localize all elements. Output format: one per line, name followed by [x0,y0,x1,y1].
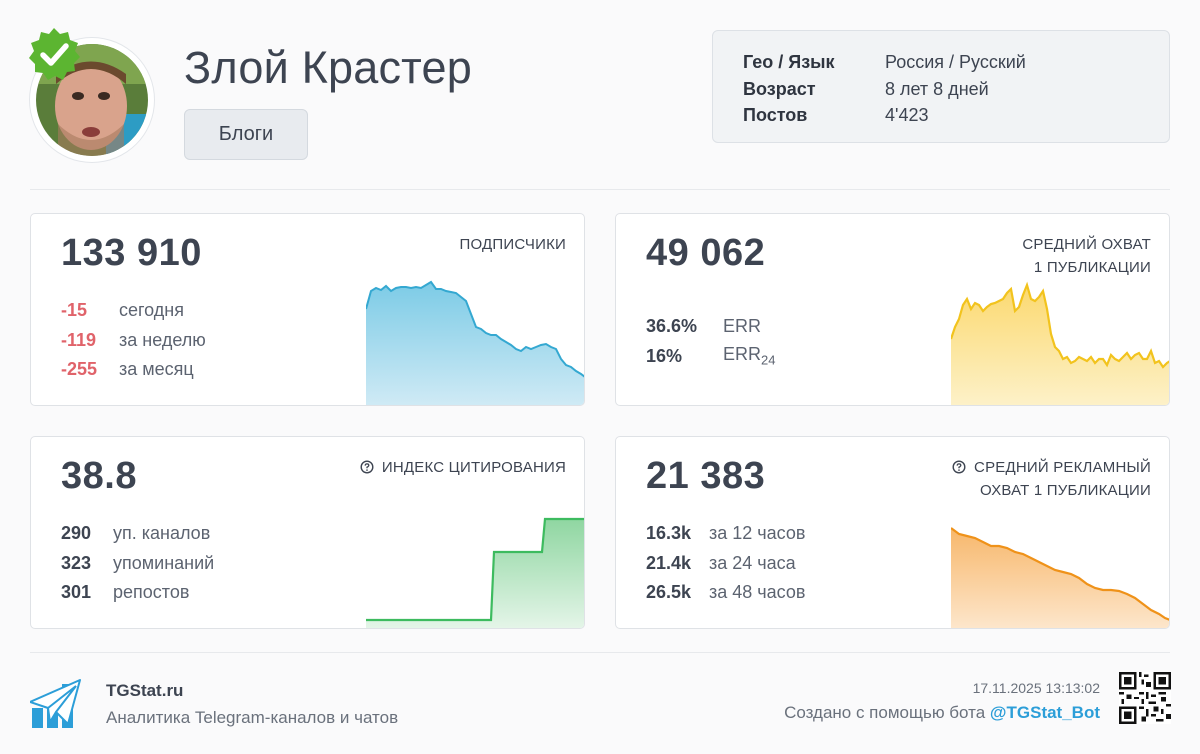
info-value: Россия / Русский [885,52,1026,72]
card-label-line: 1 ПУБЛИКАЦИИ [1033,259,1151,276]
stat-row: 16.3k за 12 часов [646,519,805,549]
reach-stats: 36.6% ERR 16% ERR24 [646,312,775,371]
stat-row: 36.6% ERR [646,312,775,342]
stat-row: 26.5k за 48 часов [646,578,805,608]
stat-row: -255 за месяц [61,355,206,385]
info-row-age: Возраст 8 лет 8 дней [743,76,1139,103]
info-row-posts: Постов 4'423 [743,102,1139,129]
footer-created-text: Создано с помощью бота [784,703,986,722]
tgstat-logo-icon[interactable] [30,678,82,730]
stat-text: за месяц [119,359,194,380]
stat-num: -15 [61,300,88,321]
stat-num: -255 [61,359,98,380]
info-row-geo: Гео / Язык Россия / Русский [743,49,1139,76]
stat-num: 16.3k [646,523,692,544]
stat-text: за 12 часов [709,523,806,544]
reach-value: 49 062 [646,232,766,274]
stat-num: 290 [61,523,92,544]
stat-text: за неделю [119,329,206,350]
citation-value: 38.8 [61,455,137,497]
card-label-line: СРЕДНИЙ ОХВАТ [1022,236,1151,253]
help-circle-icon[interactable] [360,460,374,474]
stat-row: 16% ERR24 [646,342,775,372]
ad-reach-stats: 16.3k за 12 часов 21.4k за 24 часа 26.5k за… [646,519,805,608]
stat-row: -119 за неделю [61,326,206,356]
card-label-text: ПОДПИСЧИКИ [459,236,566,253]
subscribers-label: ПОДПИСЧИКИ [460,233,566,256]
stat-text: сегодня [119,300,184,321]
ad-reach-sparkline [951,527,1169,628]
qr-code-icon[interactable] [1119,672,1171,724]
stat-text-sub: 24 [761,353,776,369]
ad-reach-value: 21 383 [646,455,766,497]
divider [30,189,1170,190]
info-label: Возраст [743,78,816,99]
stat-text: ERR [723,316,762,337]
footer-created: Создано с помощью бота @TGStat_Bot [784,703,1100,723]
citation-label[interactable]: ИНДЕКС ЦИТИРОВАНИЯ [360,456,566,479]
info-value: 4'423 [885,105,929,125]
info-value: 8 лет 8 дней [885,78,989,99]
stat-num: 301 [61,582,92,603]
subscribers-sparkline [366,280,584,405]
ad-reach-card: 21 383 СРЕДНИЙ РЕКЛАМНЫЙ ОХВАТ 1 ПУБЛИКА… [615,436,1170,629]
stat-num: 26.5k [646,582,692,603]
citation-stats: 290 уп. каналов 323 упоминаний 301 репостов [61,519,214,608]
reach-card: 49 062 СРЕДНИЙ ОХВАТ 1 ПУБЛИКАЦИИ 36.6% E… [615,213,1170,406]
stat-text: репостов [113,582,190,603]
stat-row: 21.4k за 24 часа [646,549,805,579]
subscribers-card: 133 910 ПОДПИСЧИКИ -15 сегодня -119 за нед… [30,213,585,406]
help-circle-icon[interactable] [952,460,966,474]
channel-title: Злой Крастер [184,42,472,93]
stat-text: уп. каналов [113,523,211,544]
stat-text: за 24 часа [709,552,796,573]
card-label-line: СРЕДНИЙ РЕКЛАМНЫЙ [974,459,1151,476]
stat-num: 323 [61,552,92,573]
info-label: Постов [743,105,808,125]
stat-text: ERR24 [723,344,775,368]
stat-row: 290 уп. каналов [61,519,214,549]
category-tag[interactable]: Блоги [184,109,308,160]
subscribers-stats: -15 сегодня -119 за неделю -255 за месяц [61,296,206,385]
stat-text: упоминаний [113,552,215,573]
stat-num: 36.6% [646,316,698,337]
card-label-text: ИНДЕКС ЦИТИРОВАНИЯ [381,459,566,476]
footer-subtitle: Аналитика Telegram-каналов и чатов [106,708,399,727]
stat-row: 301 репостов [61,578,214,608]
stat-text: за 48 часов [709,582,806,603]
citation-card: 38.8 ИНДЕКС ЦИТИРОВАНИЯ 290 уп. каналов 3… [30,436,585,629]
reach-label: СРЕДНИЙ ОХВАТ 1 ПУБЛИКАЦИИ [1022,233,1151,279]
verified-badge-icon [29,28,80,80]
subscribers-value: 133 910 [61,232,202,274]
footer-bot-link[interactable]: @TGStat_Bot [989,703,1100,722]
card-label-line: ОХВАТ 1 ПУБЛИКАЦИИ [980,482,1151,499]
channel-info-box: Гео / Язык Россия / Русский Возраст 8 ле… [712,30,1170,143]
citation-sparkline [366,517,584,628]
stat-text-main: ERR [723,344,762,365]
footer-brand[interactable]: TGStat.ru [106,681,184,700]
ad-reach-label[interactable]: СРЕДНИЙ РЕКЛАМНЫЙ ОХВАТ 1 ПУБЛИКАЦИИ [952,456,1151,502]
footer-date: 17.11.2025 13:13:02 [972,680,1100,696]
info-label: Гео / Язык [743,52,835,72]
stat-num: 21.4k [646,552,692,573]
reach-sparkline [951,281,1169,405]
stat-row: 323 упоминаний [61,549,214,579]
stat-num: -119 [61,329,97,350]
divider [30,652,1170,653]
stat-num: 16% [646,345,683,366]
stat-row: -15 сегодня [61,296,206,326]
channel-avatar-frame [29,28,154,162]
